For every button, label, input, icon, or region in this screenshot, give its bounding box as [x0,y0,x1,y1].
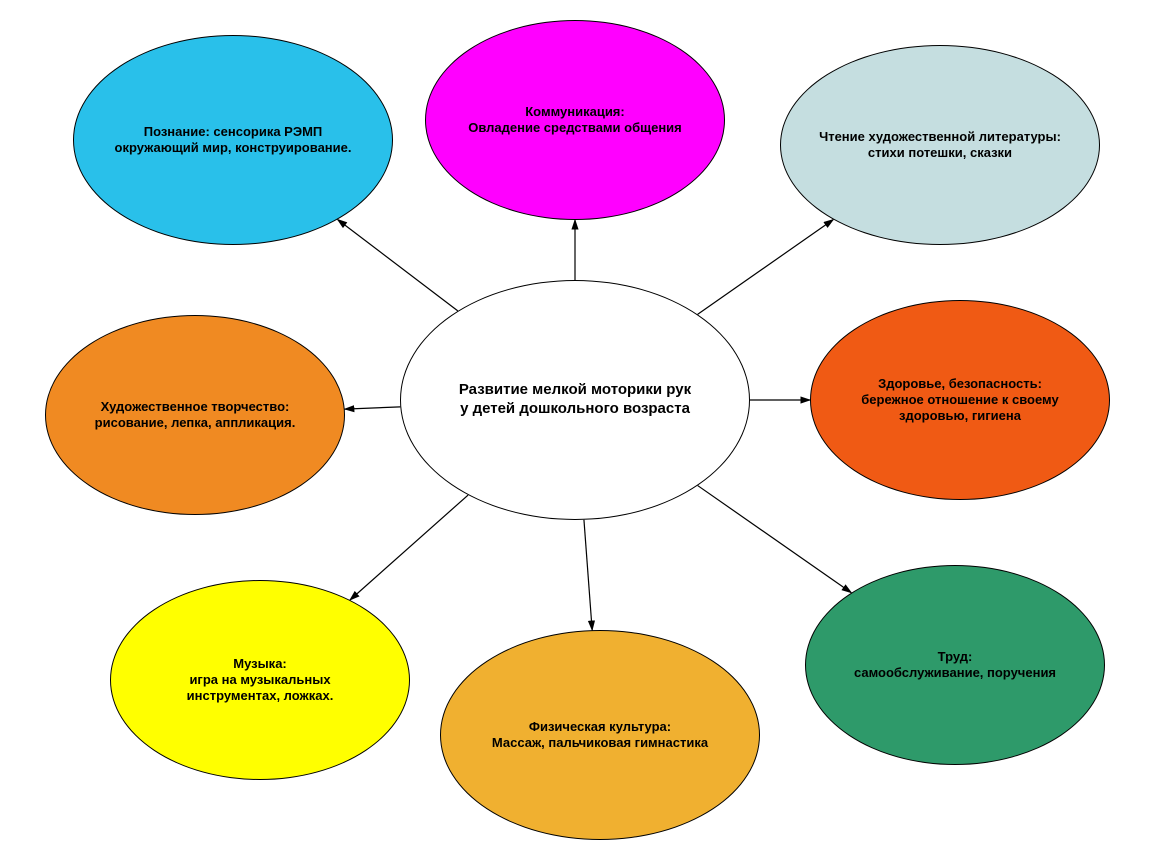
node-health-label: Здоровье, безопасность: бережное отношен… [825,376,1095,425]
node-music-label: Музыка: игра на музыкальных инструментах… [125,656,395,705]
edge-center-to-music [350,495,468,600]
node-art-label: Художественное творчество: рисование, ле… [60,399,330,432]
node-labor-label: Труд: самообслуживание, поручения [820,649,1090,682]
node-cognition: Познание: сенсорика РЭМП окружающий мир,… [73,35,393,245]
edge-center-to-art [345,407,401,409]
node-art: Художественное творчество: рисование, ле… [45,315,345,515]
diagram-stage: Развитие мелкой моторики рук у детей дош… [0,0,1150,864]
node-communication-label: Коммуникация: Овладение средствами общен… [440,104,710,137]
edge-center-to-labor [698,486,852,593]
edge-center-to-pe [584,520,592,630]
node-labor: Труд: самообслуживание, поручения [805,565,1105,765]
node-communication: Коммуникация: Овладение средствами общен… [425,20,725,220]
node-music: Музыка: игра на музыкальных инструментах… [110,580,410,780]
edge-center-to-cognition [338,219,458,310]
center-node-label: Развитие мелкой моторики рук у детей дош… [415,381,735,419]
center-node: Развитие мелкой моторики рук у детей дош… [400,280,750,520]
node-cognition-label: Познание: сенсорика РЭМП окружающий мир,… [88,124,378,157]
node-reading-label: Чтение художественной литературы: стихи … [795,129,1085,162]
edge-center-to-reading [698,220,834,315]
node-pe-label: Физическая культура: Массаж, пальчиковая… [455,719,745,752]
node-health: Здоровье, безопасность: бережное отношен… [810,300,1110,500]
node-pe: Физическая культура: Массаж, пальчиковая… [440,630,760,840]
node-reading: Чтение художественной литературы: стихи … [780,45,1100,245]
